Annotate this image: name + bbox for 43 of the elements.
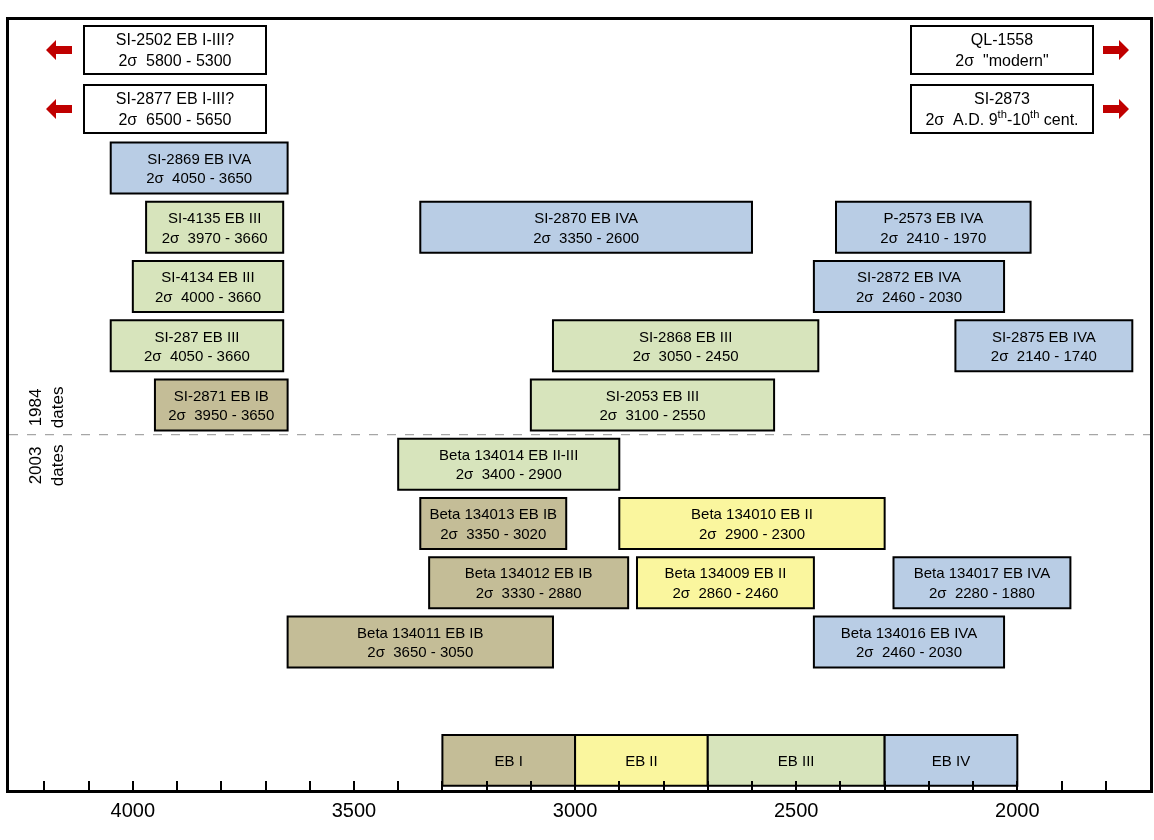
data-label: Beta 134012 EB IB 2σ 3330 - 2880 — [464, 564, 593, 601]
bar — [835, 200, 1032, 254]
data-label: Beta 134017 EB IVA 2σ 2280 - 1880 — [913, 564, 1051, 601]
data-label: SI-2869 EB IVA 2σ 4050 - 3650 — [146, 149, 253, 187]
annotation: SI-2873 2σ A.D. 9$^{th}$-10$^{th}$ cent. — [925, 90, 1079, 128]
bar — [954, 319, 1134, 373]
data-label: SI-2872 EB IVA 2σ 2460 - 2030 — [855, 268, 962, 305]
annotation: SI-2502 EB I-III? 2σ 5800 - 5300 — [115, 31, 235, 69]
data-label: SI-4134 EB III 2σ 4000 - 3660 — [155, 268, 262, 305]
bar — [551, 319, 820, 373]
data-label: Beta 134011 EB IB 2σ 3650 - 3050 — [357, 623, 484, 661]
bar — [397, 437, 621, 491]
bar — [618, 496, 886, 550]
data-label: SI-2875 EB IVA 2σ 2140 - 1740 — [990, 327, 1097, 365]
bar — [812, 260, 1006, 314]
data-label: SI-2868 EB III 2σ 3050 - 2450 — [632, 327, 739, 365]
data-label: EB II — [625, 751, 658, 769]
x-tick-label: 2500 — [773, 799, 819, 821]
data-label: Beta 134010 EB II 2σ 2900 - 2300 — [691, 505, 813, 542]
x-tick-label: 4000 — [110, 799, 156, 821]
annotation: QL-1558 2σ "modern" — [955, 31, 1049, 69]
data-label: P-2573 EB IVA 2σ 2410 - 1970 — [880, 209, 987, 246]
x-tick-label: 3500 — [331, 799, 377, 821]
data-label: EB I — [494, 751, 523, 769]
annotation: 2003 dates — [25, 444, 68, 487]
data-label: EB III — [777, 751, 815, 769]
data-label: SI-4135 EB III 2σ 3970 - 3660 — [161, 209, 268, 246]
annotation: SI-2877 EB I-III? 2σ 6500 - 5650 — [115, 90, 235, 128]
bar — [529, 378, 776, 432]
bar — [109, 319, 285, 373]
data-label: Beta 134013 EB IB 2σ 3350 - 3020 — [429, 505, 558, 542]
data-label: Beta 134014 EB II-III 2σ 3400 - 2900 — [439, 445, 579, 483]
data-label: SI-287 EB III 2σ 4050 - 3660 — [143, 327, 250, 365]
x-tick-label: 3000 — [552, 799, 598, 821]
data-label: SI-2053 EB III 2σ 3100 - 2550 — [599, 386, 706, 424]
x-tick-label: 2000 — [995, 799, 1040, 821]
data-label: Beta 134016 EB IVA 2σ 2460 - 2030 — [840, 623, 978, 661]
data-label: Beta 134009 EB II 2σ 2860 - 2460 — [664, 564, 787, 601]
bar — [286, 615, 554, 669]
data-label: SI-2871 EB IB 2σ 3950 - 3650 — [168, 386, 275, 424]
annotation: 1984 dates — [25, 386, 68, 429]
data-label: SI-2870 EB IVA 2σ 3350 - 2600 — [533, 209, 640, 246]
data-label: EB IV — [931, 751, 971, 769]
